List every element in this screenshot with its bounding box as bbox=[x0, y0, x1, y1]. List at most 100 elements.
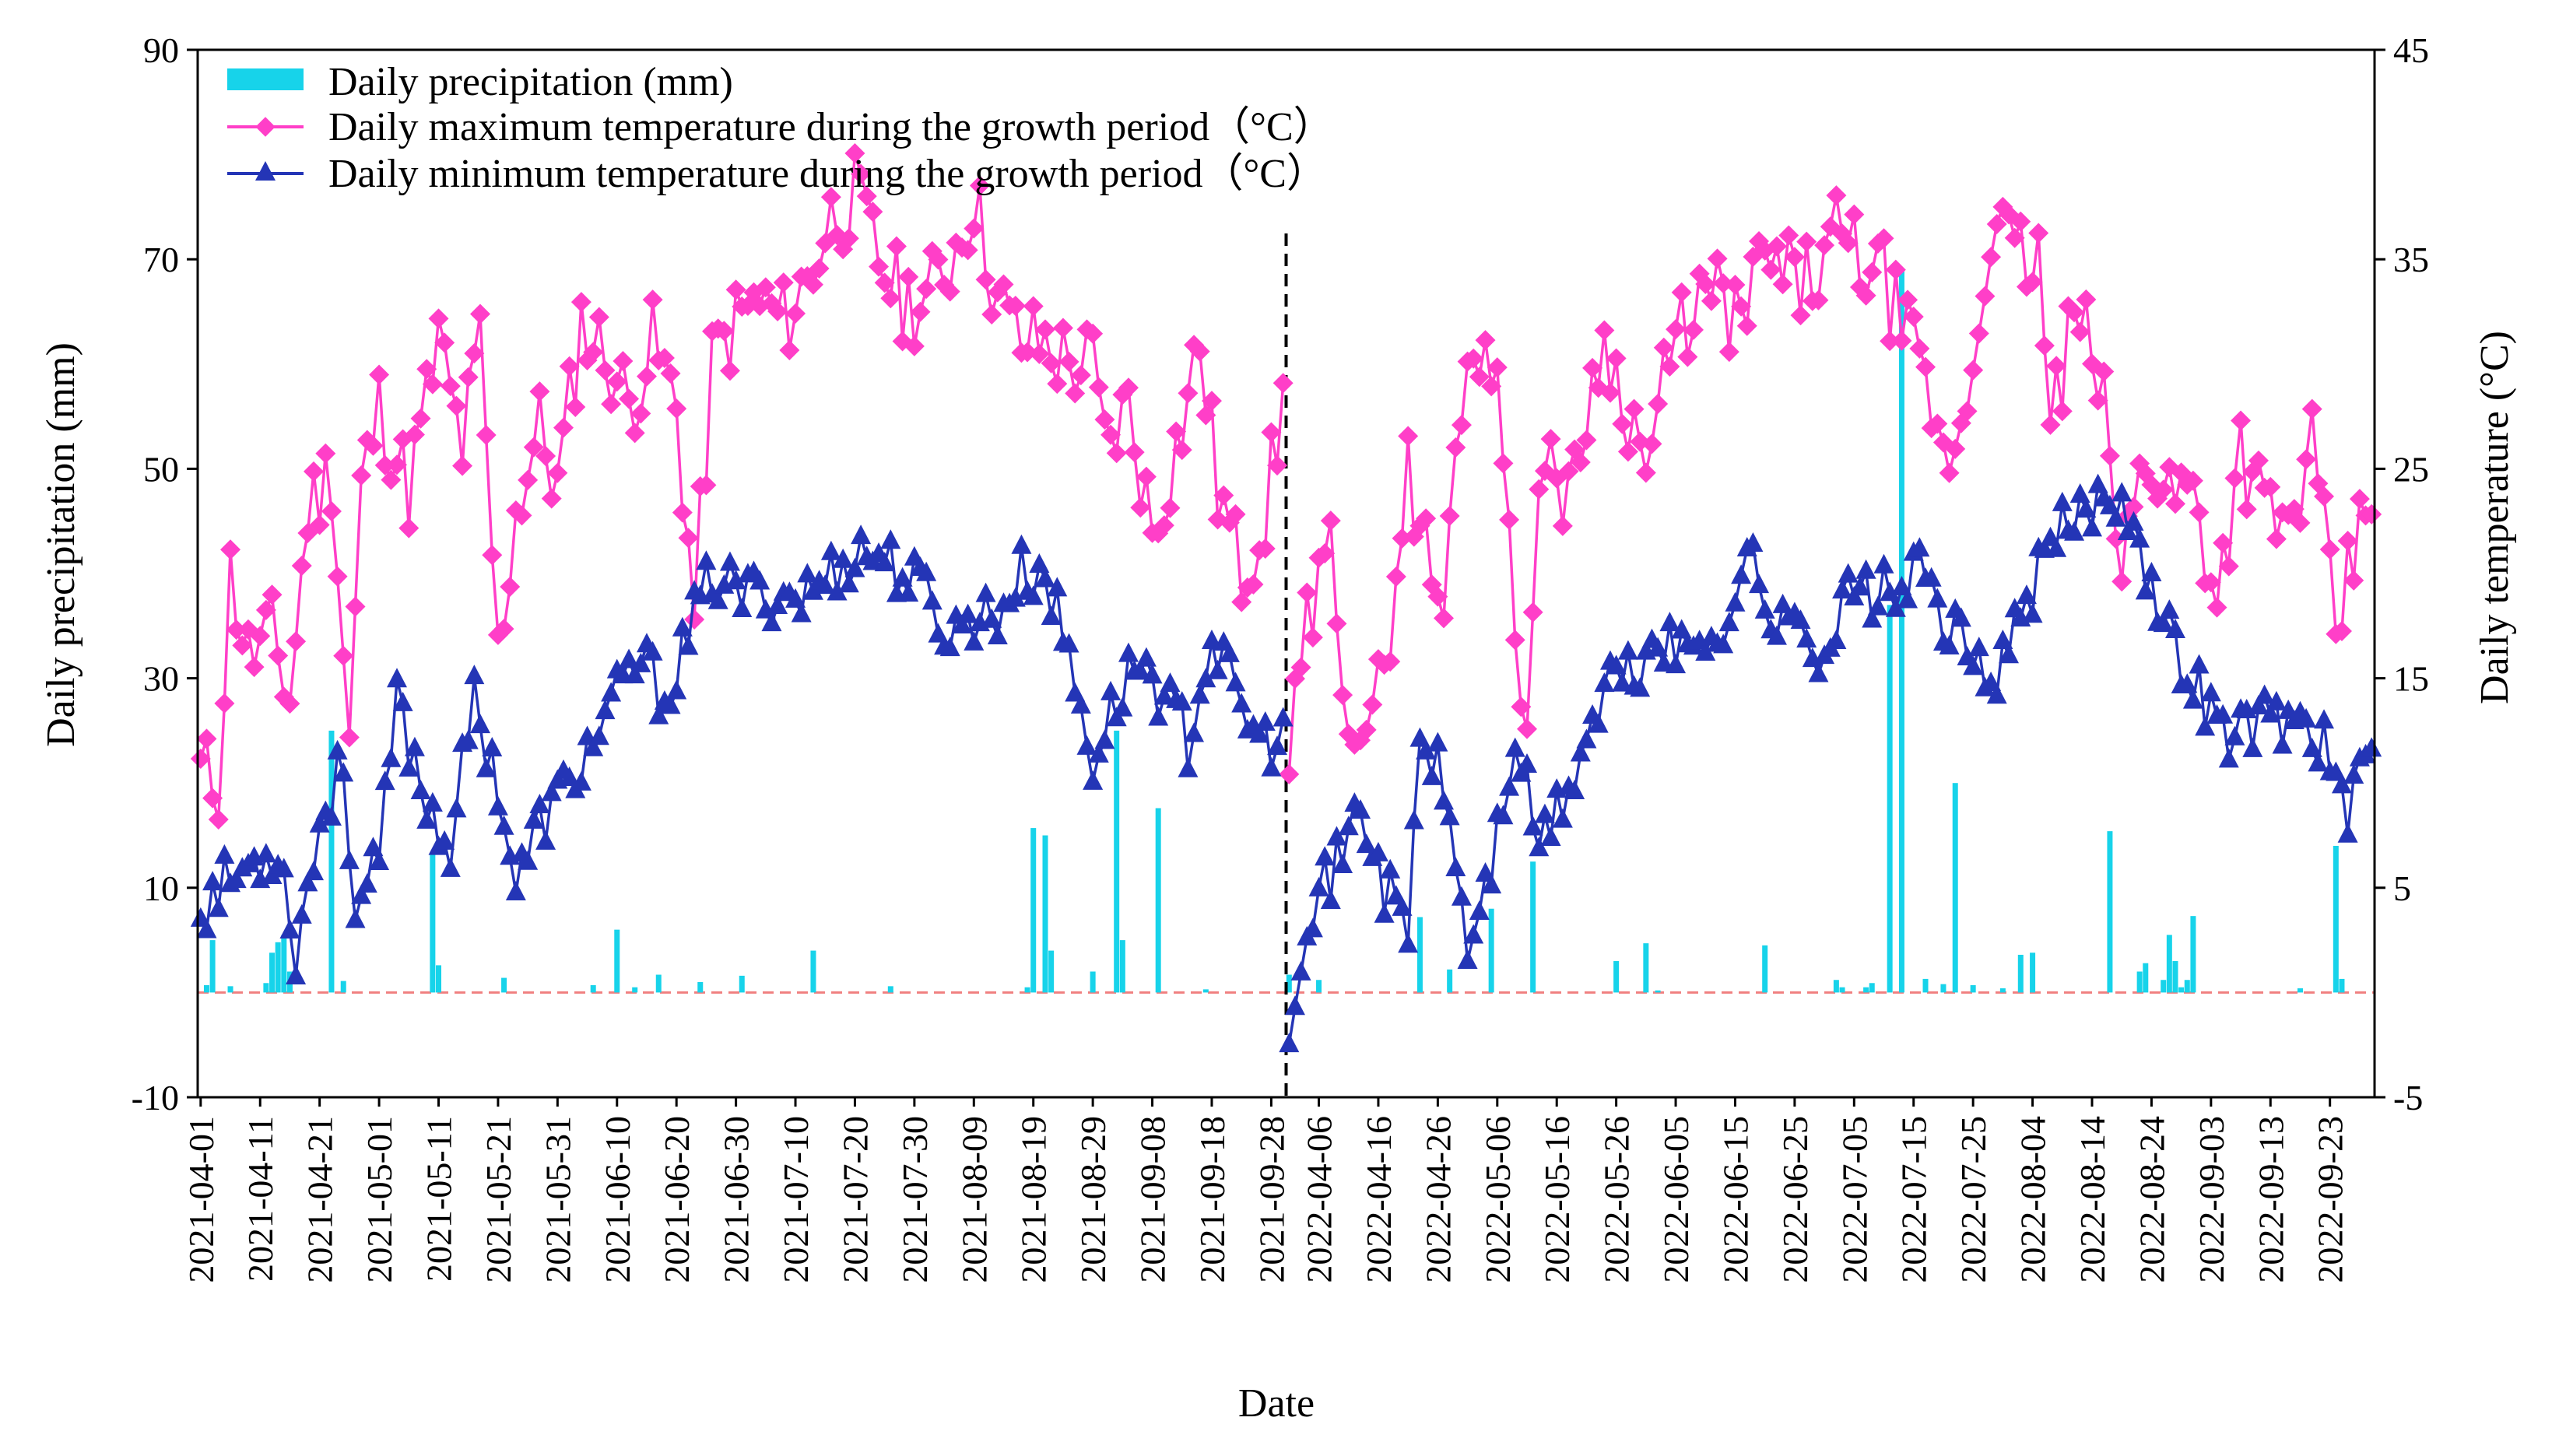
tmax-point bbox=[1320, 510, 1341, 532]
tmin-point bbox=[1171, 691, 1192, 711]
tmax-point bbox=[1153, 515, 1174, 536]
tmax-point bbox=[838, 228, 859, 249]
precip-bar bbox=[1922, 978, 1929, 993]
tmin-point bbox=[1207, 659, 1228, 679]
precip-bar bbox=[632, 987, 638, 993]
tmax-point bbox=[2111, 571, 2133, 592]
precip-bar bbox=[430, 854, 436, 993]
tmax-point bbox=[725, 279, 746, 300]
tmax-point bbox=[570, 292, 591, 313]
tmax-point bbox=[993, 274, 1014, 295]
tmax-point bbox=[1915, 356, 1936, 377]
tmin-point bbox=[1284, 995, 1305, 1016]
tmin-point bbox=[696, 550, 717, 570]
tmin-point bbox=[660, 694, 681, 714]
y-left-tick-label: -10 bbox=[132, 1078, 179, 1117]
tmin-point bbox=[666, 679, 687, 700]
tmin-point bbox=[505, 880, 526, 900]
precip-bar bbox=[1202, 989, 1209, 993]
tmax-point bbox=[1427, 586, 1448, 607]
tmin-point bbox=[1939, 634, 1960, 654]
tmin-point bbox=[1648, 637, 1669, 657]
tmax-point bbox=[1939, 462, 1960, 483]
tmin-point bbox=[1153, 685, 1174, 705]
x-tick-label: 2022-07-05 bbox=[1834, 1116, 1874, 1283]
tmax-point bbox=[1796, 231, 1817, 252]
tmax-point bbox=[333, 645, 354, 666]
tmax-point bbox=[1052, 318, 1073, 339]
tmax-point bbox=[1540, 429, 1561, 450]
tmin-point bbox=[1231, 693, 1252, 713]
tmax-point bbox=[1695, 273, 1716, 294]
tmax-point bbox=[1731, 296, 1752, 317]
precip-bar bbox=[1090, 971, 1096, 993]
tmax-point bbox=[541, 488, 562, 509]
tmax-point bbox=[820, 187, 841, 208]
x-tick-label: 2022-05-26 bbox=[1597, 1116, 1637, 1283]
tmin-point bbox=[2153, 612, 2174, 633]
tmax-point bbox=[630, 403, 651, 424]
tmin-point bbox=[844, 557, 865, 577]
tmax-point bbox=[374, 454, 395, 475]
precip-bar bbox=[2143, 963, 2149, 993]
tmax-point bbox=[469, 303, 490, 325]
tmin-point bbox=[630, 652, 651, 672]
tmax-point bbox=[1986, 213, 2007, 234]
tmax-point bbox=[1599, 382, 1620, 403]
tmin-point bbox=[392, 691, 413, 711]
precip-bar bbox=[1863, 987, 1869, 993]
precip-bar bbox=[1898, 269, 1904, 993]
precip-bar bbox=[1286, 974, 1292, 993]
tmin-point bbox=[838, 573, 859, 593]
tmin-point bbox=[1754, 598, 1775, 619]
precip-bar bbox=[2178, 987, 2185, 993]
tmin-point bbox=[1766, 625, 1787, 645]
tmin-point bbox=[880, 529, 901, 549]
tmin-point bbox=[1832, 579, 1853, 599]
tmin-point bbox=[921, 590, 943, 610]
tmin-point bbox=[1671, 619, 1692, 639]
precip-bar bbox=[697, 981, 704, 993]
tmax-point bbox=[440, 376, 461, 397]
tmax-point bbox=[1784, 247, 1805, 268]
x-tick-label: 2022-09-13 bbox=[2251, 1116, 2290, 1283]
tmax-point bbox=[2301, 398, 2322, 419]
tmin-point bbox=[1849, 576, 1870, 596]
x-tick-label: 2022-06-05 bbox=[1656, 1116, 1696, 1283]
tmin-point bbox=[952, 614, 973, 634]
tmax-point bbox=[535, 445, 556, 466]
tmin-point bbox=[1963, 655, 1984, 675]
tmax-point bbox=[1617, 441, 1638, 462]
tmin-point bbox=[987, 625, 1008, 645]
tmax-point bbox=[327, 566, 348, 587]
tmin-point bbox=[785, 588, 806, 608]
x-tick-label: 2021-08-09 bbox=[954, 1116, 994, 1283]
tmin-point bbox=[749, 570, 771, 590]
tmax-point bbox=[1493, 453, 1514, 474]
tmin-point bbox=[369, 850, 390, 870]
tmax-point bbox=[232, 635, 253, 656]
tmax-point bbox=[1385, 567, 1406, 588]
tmin-point bbox=[1356, 833, 1377, 854]
tmin-point bbox=[648, 704, 669, 724]
legend-tmax-label: Daily maximum temperature during the gro… bbox=[328, 105, 1334, 149]
tmax-point bbox=[1124, 442, 1145, 463]
tmin-point bbox=[356, 873, 377, 893]
tmin-point bbox=[518, 850, 539, 870]
tmin-point bbox=[1106, 707, 1127, 727]
tmax-point bbox=[1766, 236, 1787, 257]
tmin-point bbox=[1540, 826, 1561, 846]
tmax-point bbox=[1606, 348, 1627, 369]
tmax-point bbox=[315, 443, 336, 464]
precip-bar bbox=[1114, 730, 1120, 993]
tmax-point bbox=[773, 272, 794, 293]
y-right-tick-label: 15 bbox=[2393, 659, 2429, 699]
tmin-point bbox=[1302, 917, 1323, 938]
tmin-point bbox=[202, 871, 223, 891]
tmax-point bbox=[369, 364, 390, 385]
tmin-point bbox=[1029, 553, 1050, 573]
precip-bar bbox=[590, 984, 596, 993]
tmin-point bbox=[2022, 603, 2043, 623]
tmax-point bbox=[1261, 422, 1282, 443]
tmax-point bbox=[1808, 289, 1829, 310]
